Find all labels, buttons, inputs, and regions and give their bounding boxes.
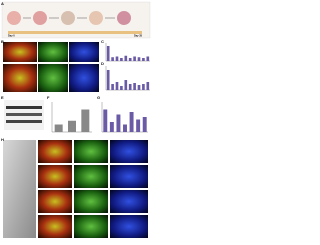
bar: [146, 82, 150, 90]
timeline-start: Day 0: [8, 35, 15, 38]
panel-label: C: [101, 39, 104, 44]
panel-label: G: [97, 95, 100, 100]
western-blot: [4, 100, 44, 130]
bar: [106, 46, 110, 61]
panel-label: D: [101, 61, 104, 66]
bar: [128, 84, 132, 90]
timeline-end: Day 35: [134, 35, 143, 38]
bar: [124, 80, 128, 90]
figure: Day 0 Day 35 A B C D E F G H: [1, 1, 151, 238]
bar: [120, 86, 123, 90]
bar: [129, 112, 134, 132]
bar: [103, 109, 108, 132]
bar: [123, 124, 127, 132]
bar: [120, 58, 123, 61]
bar: [142, 84, 145, 90]
bar: [54, 124, 63, 132]
bar: [128, 58, 132, 61]
bar: [111, 84, 114, 90]
schematic: [1, 1, 151, 39]
bar: [137, 85, 141, 90]
bar: [111, 57, 114, 61]
bar: [136, 119, 141, 132]
bar: [109, 122, 114, 132]
bar: [68, 120, 76, 132]
bar: [142, 117, 147, 132]
bar: [124, 55, 128, 61]
bar: [137, 57, 141, 61]
panel-label: F: [47, 95, 50, 100]
micrographs-h: [3, 140, 148, 238]
bar: [81, 109, 90, 132]
bar: [116, 114, 121, 132]
panel-label: E: [1, 95, 4, 100]
micrographs-b: [3, 42, 99, 92]
bar: [115, 56, 119, 61]
bar: [115, 82, 119, 90]
panel-label: B: [1, 39, 4, 44]
panel-label: H: [1, 137, 4, 142]
bar: [146, 56, 150, 61]
bar: [142, 58, 145, 61]
panel-label: A: [1, 1, 4, 6]
bar: [133, 56, 136, 61]
bar: [106, 70, 110, 90]
bar: [133, 83, 136, 90]
